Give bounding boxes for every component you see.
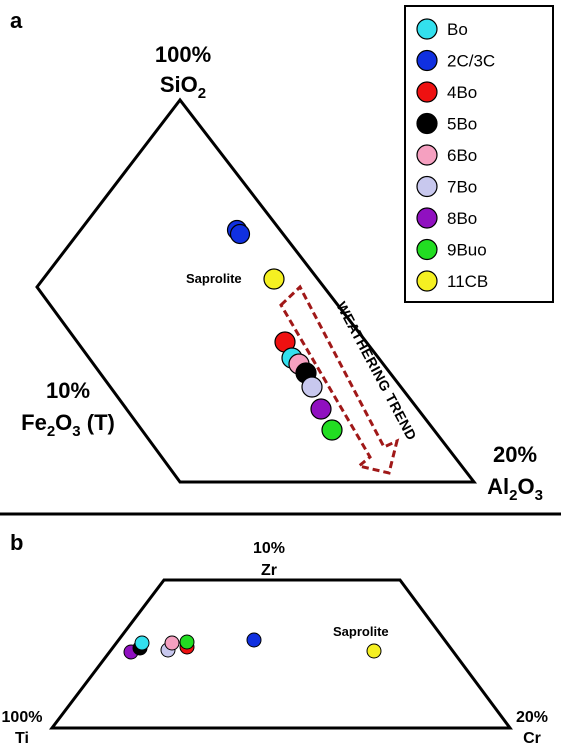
legend-label-0: Bo	[447, 20, 468, 39]
vertex-left-pct: 10%	[46, 378, 90, 403]
point-2c3c-b	[246, 632, 262, 648]
vertex-b-right-pct: 20%	[516, 709, 548, 726]
legend-marker-1	[416, 49, 438, 72]
vertex-top-name: SiO2	[160, 72, 206, 102]
legend-marker-5	[416, 175, 438, 198]
vertex-b-left-pct: 100%	[2, 709, 43, 726]
legend: Bo 2C/3C 4Bo 5Bo 6Bo 7Bo 8Bo 9Buo 11CB	[404, 5, 554, 303]
panel-b: b 10% Zr 100% Ti 20% Cr Saprolite	[2, 530, 548, 747]
panel-b-points	[123, 632, 382, 660]
point-11cb-a	[263, 268, 285, 290]
point-9buo-b	[179, 634, 195, 650]
vertex-b-top-name: Zr	[261, 562, 277, 579]
vertex-top-pct: 100%	[155, 42, 211, 67]
legend-label-5: 7Bo	[447, 178, 477, 197]
point-8bo-a	[310, 398, 332, 420]
panel-a-letter: a	[10, 8, 23, 33]
saprolite-label-b: Saprolite	[333, 624, 389, 639]
point-7bo-a	[301, 376, 323, 398]
vertex-left-name: Fe2O3 (T)	[21, 410, 115, 440]
panel-a: a 100% SiO2 10% Fe2O3 (T) 20% Al2O3 WEAT…	[10, 5, 554, 504]
legend-label-4: 6Bo	[447, 146, 477, 165]
point-6bo-b	[164, 635, 180, 651]
panel-b-letter: b	[10, 530, 23, 555]
point-9buo-a	[321, 419, 343, 441]
legend-marker-3	[416, 112, 438, 135]
point-11cb-b	[366, 643, 382, 659]
vertex-right-name: Al2O3	[487, 474, 543, 504]
saprolite-label-a: Saprolite	[186, 271, 242, 286]
legend-marker-6	[416, 207, 438, 229]
legend-label-3: 5Bo	[447, 115, 477, 134]
legend-marker-0	[416, 18, 438, 40]
panel-a-points	[226, 219, 343, 441]
legend-marker-2	[416, 81, 438, 103]
vertex-right-pct: 20%	[493, 442, 537, 467]
legend-marker-4	[416, 144, 438, 166]
weathering-trend-label: WEATHERING TREND	[333, 299, 420, 443]
point-2c3c-a2	[229, 223, 251, 245]
legend-label-2: 4Bo	[447, 83, 477, 102]
vertex-b-right-name: Cr	[523, 730, 541, 747]
weathering-trend-arrow	[279, 284, 400, 475]
legend-label-7: 9Buo	[447, 241, 487, 260]
vertex-b-top-pct: 10%	[253, 540, 285, 557]
legend-marker-7	[416, 238, 438, 261]
legend-label-6: 8Bo	[447, 209, 477, 228]
point-bo-b	[134, 635, 150, 651]
vertex-b-left-name: Ti	[15, 730, 29, 747]
legend-label-8: 11CB	[447, 272, 488, 291]
panel-a-quadrilateral	[35, 97, 478, 484]
panel-b-trapezoid	[48, 578, 513, 730]
legend-marker-8	[416, 270, 438, 292]
legend-label-1: 2C/3C	[447, 52, 495, 71]
